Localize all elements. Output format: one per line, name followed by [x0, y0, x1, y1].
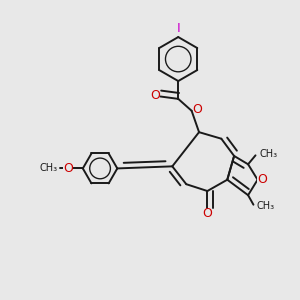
- Text: CH₃: CH₃: [257, 202, 275, 212]
- Text: O: O: [202, 207, 212, 220]
- Text: I: I: [176, 22, 180, 34]
- Text: O: O: [193, 103, 202, 116]
- Text: O: O: [150, 89, 160, 102]
- Text: O: O: [257, 173, 267, 186]
- Text: O: O: [63, 162, 73, 175]
- Text: CH₃: CH₃: [260, 149, 278, 159]
- Text: CH₃: CH₃: [39, 164, 57, 173]
